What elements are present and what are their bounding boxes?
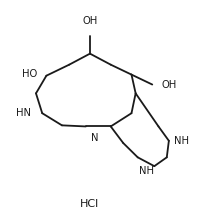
- Text: NH: NH: [174, 136, 189, 146]
- Text: HCl: HCl: [80, 199, 100, 209]
- Text: NH: NH: [139, 166, 154, 176]
- Text: OH: OH: [82, 16, 98, 26]
- Text: OH: OH: [162, 80, 177, 90]
- Text: HN: HN: [17, 108, 31, 118]
- Text: N: N: [91, 133, 98, 143]
- Text: HO: HO: [22, 69, 37, 79]
